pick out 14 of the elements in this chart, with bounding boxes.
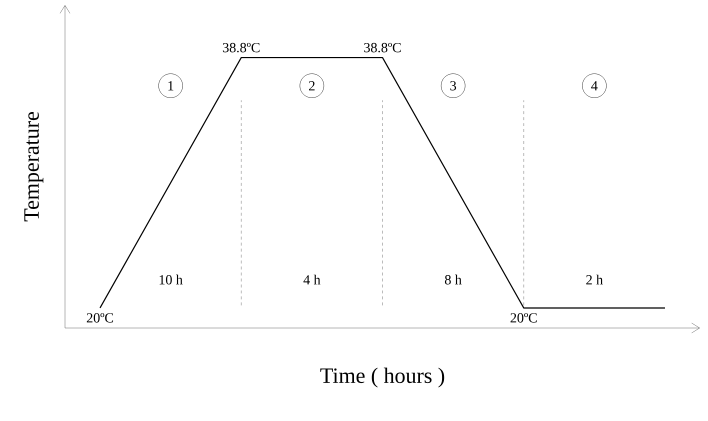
annotation: 4 [591, 81, 598, 90]
y-axis-title: Temperature [24, 112, 44, 222]
data-label: 20ºC [86, 313, 114, 323]
annotation: 4 h [303, 274, 320, 284]
annotation: 2 h [586, 274, 603, 284]
data-label: 38.8ºC [222, 42, 260, 52]
annotation: 10 h [160, 274, 183, 284]
annotation: 2 [309, 81, 315, 90]
data-label: 38.8ºC [364, 42, 401, 52]
annotation: 8 h [444, 274, 462, 284]
x-axis-title: Time ( hours ) [320, 368, 444, 388]
annotation: 1 [168, 81, 174, 90]
annotation: 3 [450, 81, 456, 90]
data-label: 20ºC [510, 313, 537, 323]
